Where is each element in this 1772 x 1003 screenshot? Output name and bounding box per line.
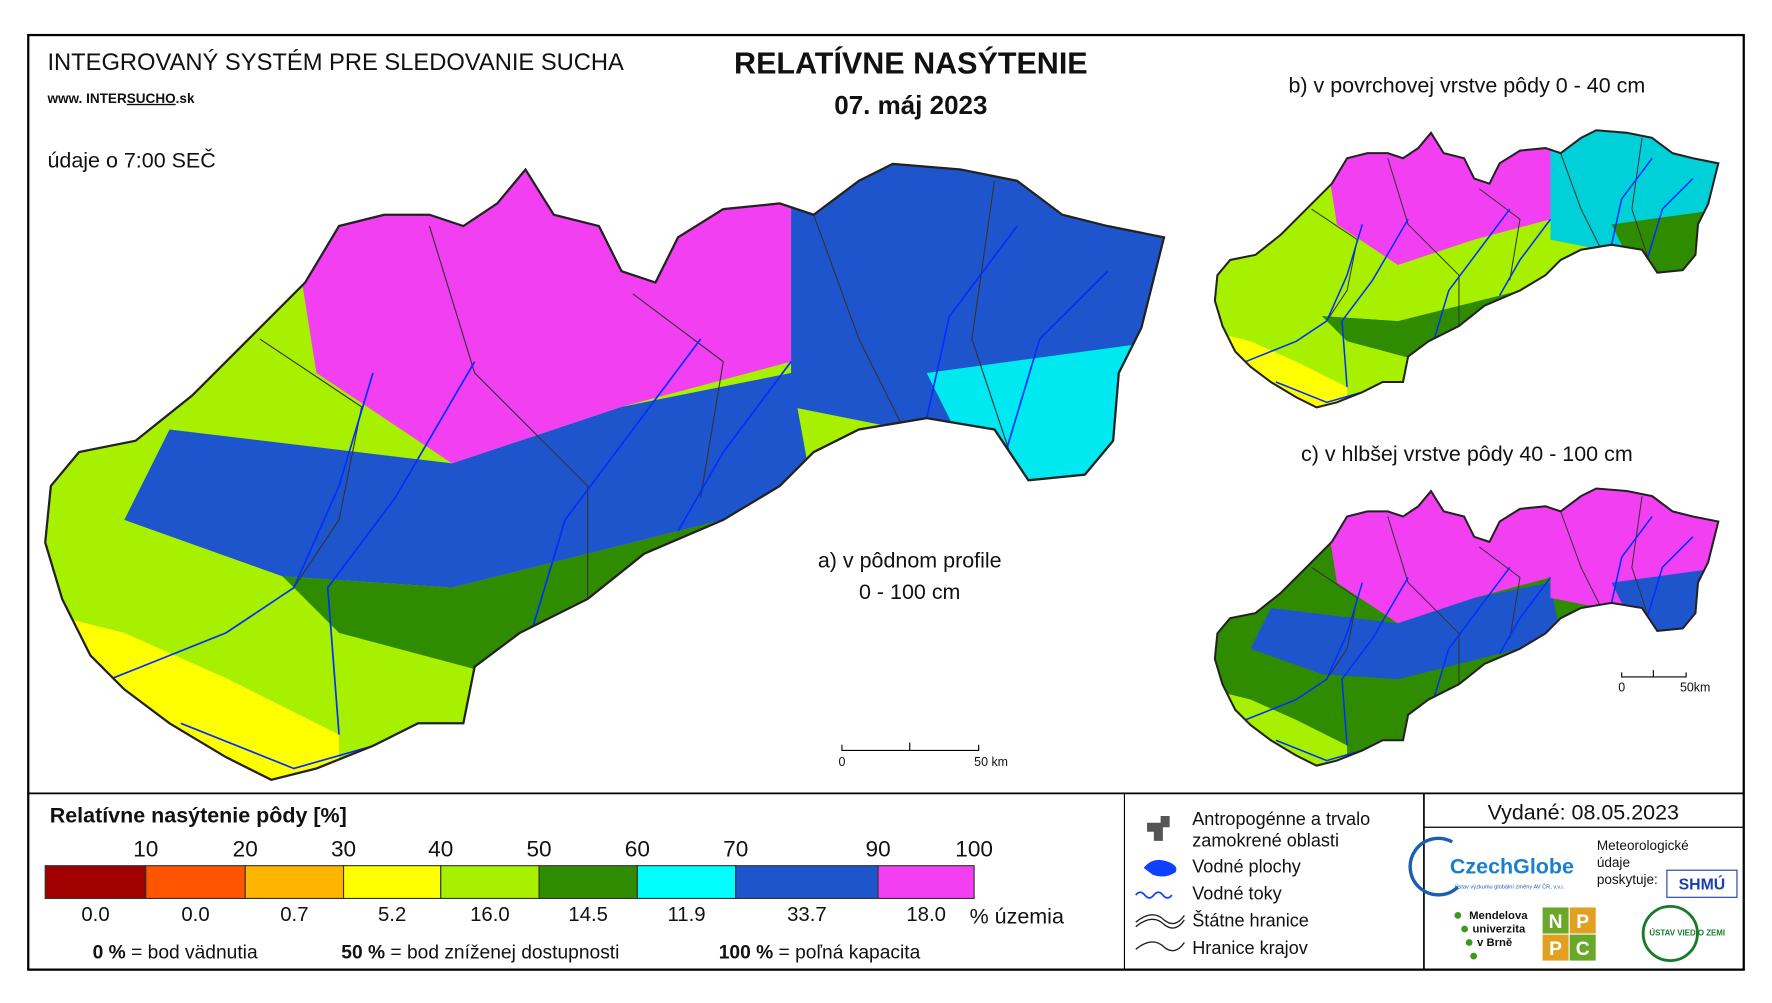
time-note: údaje o 7:00 SEČ xyxy=(47,147,215,172)
class-share: 33.7 xyxy=(787,904,827,926)
note-key: 50 % xyxy=(341,942,385,963)
symbol-label: Vodné toky xyxy=(1192,884,1281,904)
nppc-letter: P xyxy=(1576,912,1589,933)
symbol-label: Antropogénne a trvalo xyxy=(1192,809,1370,829)
icon-water-body xyxy=(1143,859,1177,877)
legend-cell xyxy=(44,865,147,900)
nppc-cell xyxy=(1569,907,1596,934)
nppc-logo: N PP C xyxy=(1542,907,1596,961)
legend-cell xyxy=(735,865,879,900)
map-label: b) v povrchovej vrstve pôdy 0 - 40 cm xyxy=(1288,74,1645,98)
class-share: 11.9 xyxy=(668,904,706,926)
symbol-label: zamokrené oblasti xyxy=(1192,830,1339,850)
czechglobe-sub: Ústav výzkumu globální změny AV ČR, v.v.… xyxy=(1454,883,1564,890)
nppc-cell xyxy=(1569,934,1596,961)
legend-bar: 0.0 0.0 0.7 5.2 16.0 14.5 11.9 33.7 18.0 10 20 30 40… xyxy=(44,837,993,963)
class-share: 14.5 xyxy=(568,904,608,926)
threshold-label: 30 xyxy=(331,837,356,862)
icon-region-border xyxy=(1135,941,1185,952)
mendel-dots xyxy=(1454,912,1478,960)
class-share: 0.7 xyxy=(280,904,308,926)
meteo: poskytuje: xyxy=(1597,872,1658,887)
mendel: v Brně xyxy=(1477,937,1512,949)
meteo: Meteorologické xyxy=(1597,838,1689,853)
scale-label: 50 km xyxy=(974,755,1008,769)
threshold-label: 100 xyxy=(955,837,993,862)
uvz: ÚSTAV VIED O ZEMI xyxy=(1649,929,1725,938)
shmu-logo xyxy=(1666,869,1738,898)
nppc-letter: P xyxy=(1549,939,1562,960)
map-sublabel: 0 - 100 cm xyxy=(859,580,960,604)
mendel: univerzita xyxy=(1473,923,1526,935)
scale-label: 0 xyxy=(1618,681,1625,695)
scale-label: 0 xyxy=(838,755,845,769)
logo-arc xyxy=(1408,836,1459,897)
legend-cell xyxy=(636,865,737,900)
website-prefix: www. INTER xyxy=(46,91,126,106)
icon-anthropogenic xyxy=(1147,815,1170,841)
date: 07. máj 2023 xyxy=(834,90,987,120)
shmu: SHMÚ xyxy=(1679,874,1726,893)
legend-note: 50 % = bod zníženej dostupnosti xyxy=(341,942,619,963)
uvz-logo xyxy=(1641,904,1699,963)
class-share: 18.0 xyxy=(906,904,946,926)
threshold-label: 40 xyxy=(428,837,453,862)
note-text: = bod zníženej dostupnosti xyxy=(390,942,619,963)
symbol-label: Hranice krajov xyxy=(1192,938,1308,958)
share-unit: % územia xyxy=(970,904,1064,928)
class-share: 16.0 xyxy=(470,904,510,926)
meteo: údaje xyxy=(1597,855,1630,870)
icon-river xyxy=(1135,891,1173,899)
title: RELATÍVNE NASÝTENIE xyxy=(734,44,1088,80)
class-share: 0.0 xyxy=(181,904,209,926)
issued: Vydané: 08.05.2023 xyxy=(1488,800,1679,824)
nppc-letter: N xyxy=(1549,912,1563,933)
map-label: c) v hlbšej vrstve pôdy 40 - 100 cm xyxy=(1301,442,1633,466)
threshold-label: 20 xyxy=(233,837,258,862)
nppc-cell xyxy=(1542,907,1569,934)
legend-note: 0 % = bod vädnutia xyxy=(93,942,258,963)
symbol-label: Vodné plochy xyxy=(1192,856,1301,876)
threshold-label: 60 xyxy=(625,837,650,862)
class-share: 5.2 xyxy=(378,904,406,926)
symbol-label: Štátne hranice xyxy=(1192,910,1309,931)
note-key: 0 % xyxy=(93,942,126,963)
scale-bar xyxy=(841,742,980,751)
legend-cell xyxy=(342,865,442,900)
threshold-label: 10 xyxy=(133,837,158,862)
czechglobe: CzechGlobe xyxy=(1450,855,1574,879)
threshold-label: 90 xyxy=(866,837,891,862)
legend-cell xyxy=(244,865,345,900)
scale-label: 50km xyxy=(1680,681,1710,695)
note-key: 100 % xyxy=(719,942,773,963)
threshold-label: 50 xyxy=(526,837,551,862)
website-highlight: SUCHO xyxy=(127,91,176,106)
website-suffix: .sk xyxy=(176,91,195,106)
icon-state-border xyxy=(1135,914,1185,929)
nppc-cell xyxy=(1542,934,1569,961)
legend-cell xyxy=(145,865,246,900)
note-text: = bod vädnutia xyxy=(131,942,258,963)
mendel: Mendelova xyxy=(1469,910,1528,922)
threshold-label: 70 xyxy=(723,837,748,862)
legend-note: 100 % = poľná kapacita xyxy=(719,942,921,963)
nppc-letter: C xyxy=(1576,939,1590,960)
legend-cell xyxy=(877,865,975,900)
system-title: INTEGROVANÝ SYSTÉM PRE SLEDOVANIE SUCHA xyxy=(47,49,624,76)
legend-cell xyxy=(538,865,638,900)
note-text: = poľná kapacita xyxy=(779,942,921,963)
legend-title: Relatívne nasýtenie pôdy [%] xyxy=(50,804,347,828)
website: www. INTERSUCHO.sk xyxy=(46,91,195,106)
map-label: a) v pôdnom profile xyxy=(818,548,1002,572)
legend-cell xyxy=(440,865,540,900)
scale-bar xyxy=(1621,670,1687,678)
class-share: 0.0 xyxy=(81,904,109,926)
